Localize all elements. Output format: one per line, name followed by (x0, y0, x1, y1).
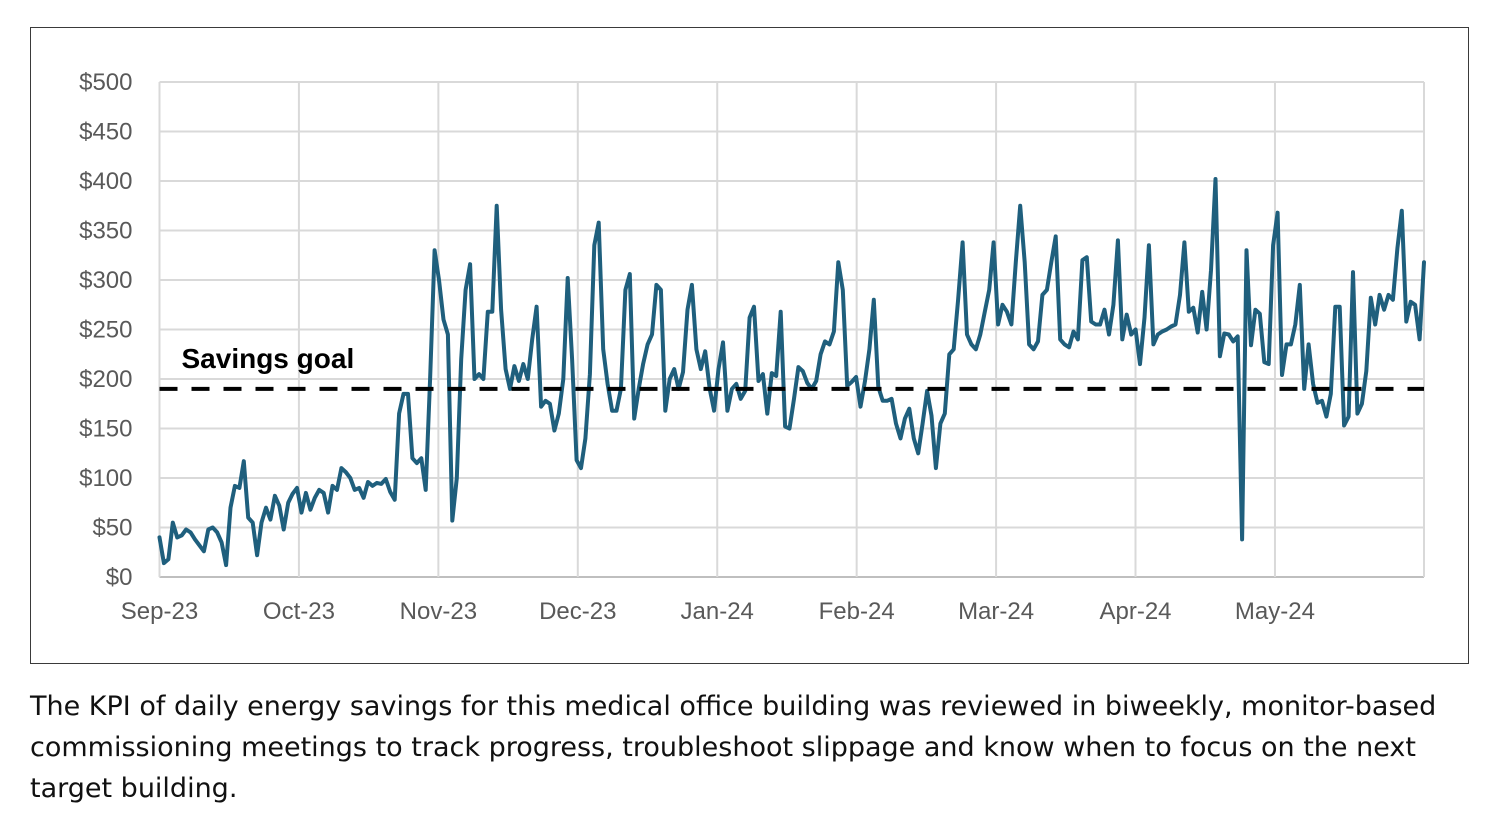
x-tick-label: Feb-24 (819, 598, 895, 625)
line-chart: $0 $50 $100 $150 $200 $250 $300 $350 $400 $450 $50… (79, 69, 1426, 625)
figure-caption: The KPI of daily energy savings for this… (30, 691, 1437, 804)
y-tick-label: $50 (92, 515, 132, 542)
x-tick-label: Sep-23 (121, 598, 198, 625)
series-layer (157, 177, 1426, 568)
y-tick-label: $0 (106, 564, 133, 591)
axes: $0 $50 $100 $150 $200 $250 $300 $350 $400 $450 $50… (79, 69, 1315, 625)
savings-goal-label: Savings goal (182, 343, 355, 374)
x-tick-label: Apr-24 (1099, 598, 1171, 625)
y-tick-label: $350 (79, 218, 132, 245)
y-tick-label: $250 (79, 317, 132, 344)
goal-layer: Savings goal (159, 343, 1424, 391)
y-tick-label: $400 (79, 168, 132, 195)
y-tick-label: $500 (79, 69, 132, 96)
y-tick-label: $200 (79, 366, 132, 393)
x-tick-label: Jan-24 (681, 598, 754, 625)
x-tick-label: Oct-23 (263, 598, 335, 625)
x-tick-label: Mar-24 (958, 598, 1034, 625)
chart-frame: $0 $50 $100 $150 $200 $250 $300 $350 $400 $450 $50… (30, 27, 1469, 664)
y-tick-label: $450 (79, 119, 132, 146)
grid (158, 81, 1425, 578)
y-tick-label: $150 (79, 416, 132, 443)
x-tick-label: May-24 (1235, 598, 1315, 625)
x-tick-label: Nov-23 (400, 598, 477, 625)
savings-series-line (157, 177, 1426, 568)
x-tick-label: Dec-23 (539, 598, 616, 625)
y-tick-label: $100 (79, 465, 132, 492)
y-tick-label: $300 (79, 267, 132, 294)
